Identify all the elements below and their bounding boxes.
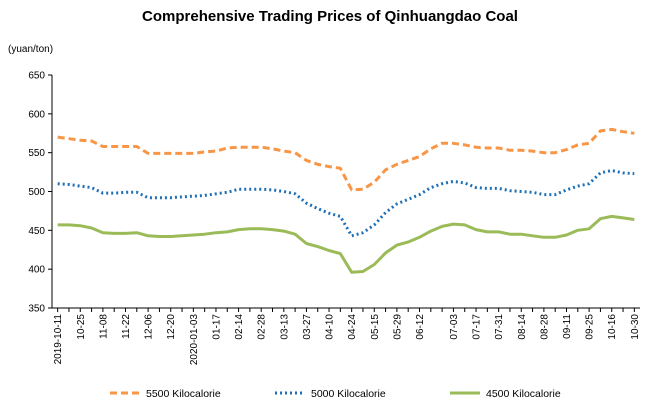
x-tick-label: 09-11 [562, 314, 573, 339]
x-tick-label: 09-25 [585, 314, 596, 340]
x-tick-label: 12-06 [144, 314, 155, 340]
x-tick-label: 06-12 [415, 314, 426, 340]
legend-label: 4500 Kilocalorie [486, 388, 561, 400]
x-tick-label: 2019-10-11 [53, 314, 64, 365]
x-tick-label: 07-03 [449, 314, 460, 340]
y-tick-label: 650 [28, 71, 45, 82]
x-tick-label: 10-25 [76, 314, 87, 340]
y-tick-label: 600 [28, 109, 45, 120]
y-tick-label: 550 [28, 148, 45, 159]
x-tick-label: 08-14 [517, 314, 528, 340]
x-tick-label: 08-28 [539, 314, 550, 340]
x-tick-label: 04-24 [347, 314, 358, 340]
x-tick-label: 03-13 [279, 314, 290, 340]
x-tick-label: 01-17 [211, 314, 222, 340]
legend-label: 5000 Kilocalorie [311, 388, 386, 400]
x-tick-label: 07-31 [494, 314, 505, 340]
chart-title: Comprehensive Trading Prices of Qinhuang… [142, 8, 518, 25]
x-tick-label: 05-29 [392, 314, 403, 340]
y-tick-label: 350 [28, 304, 45, 315]
y-tick-label: 450 [28, 226, 45, 237]
series-line-5500 [57, 127, 635, 192]
x-tick-label: 12-20 [166, 314, 177, 340]
x-axis-ticks: 2019-10-11 10-25 11-08 11-22 12-06 12-20 2020-… [53, 308, 641, 365]
series-lines [57, 127, 635, 274]
x-tick-label: 10-30 [630, 314, 641, 340]
x-tick-label: 11-22 [121, 314, 132, 339]
y-axis-unit-label: (yuan/ton) [8, 44, 53, 55]
y-axis-ticks: 350 400 450 500 550 600 650 [28, 71, 52, 315]
x-tick-label: 04-10 [325, 314, 336, 340]
axes [51, 75, 640, 309]
x-tick-label: 11-08 [98, 314, 109, 339]
x-tick-label: 03-27 [302, 314, 313, 340]
x-tick-label: 10-16 [607, 314, 618, 340]
x-tick-label: 02-14 [234, 314, 245, 340]
legend: 5500 Kilocalorie 5000 Kilocalorie 4500 Kil… [110, 388, 561, 400]
x-tick-label: 02-28 [257, 314, 268, 340]
x-tick-label: 05-15 [370, 314, 381, 340]
y-tick-label: 500 [28, 187, 45, 198]
x-tick-label: 07-17 [472, 314, 483, 340]
y-tick-label: 400 [28, 265, 45, 276]
legend-label: 5500 Kilocalorie [146, 388, 221, 400]
series-line-4500 [57, 214, 635, 274]
x-tick-label: 2020-01-03 [189, 314, 200, 366]
